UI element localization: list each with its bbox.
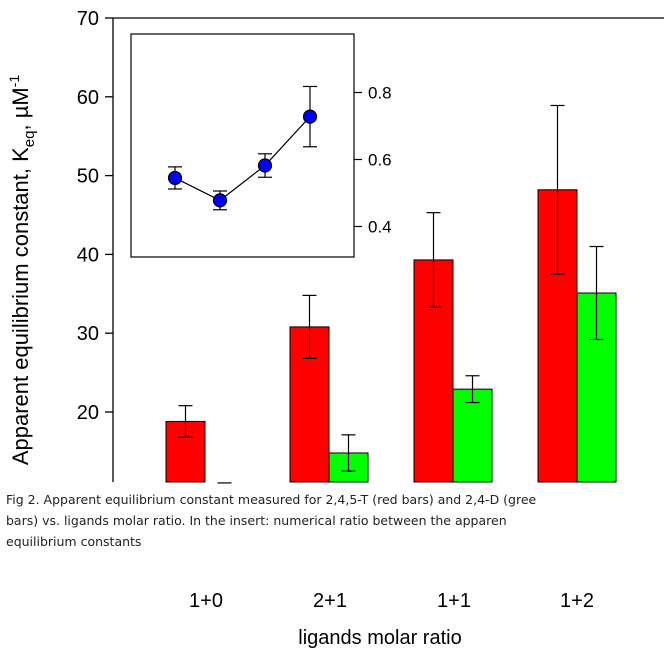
caption-line-1: Fig 2. Apparent equilibrium constant mea…: [6, 492, 537, 507]
x-axis-label: ligands molar ratio: [298, 627, 462, 649]
y-tick-label: 60: [77, 87, 99, 109]
bar: [452, 388, 493, 483]
x-tick-label: 1+1: [437, 590, 471, 612]
inset-point: [212, 193, 228, 208]
inset-y-tick-label: 0.4: [368, 218, 392, 237]
bars: [165, 104, 617, 484]
x-tick-label: 2+1: [313, 590, 347, 612]
main-axes: 20 30 40 50 60 70: [77, 8, 664, 482]
chart: 20 30 40 50 60 70 0.4 0.6 0.8 Apparent equilibr…: [6, 8, 664, 484]
inset-point: [257, 158, 273, 173]
x-tick-label: 1+0: [189, 590, 223, 612]
inset-point: [302, 109, 318, 124]
inset-chart: 0.4 0.6 0.8: [130, 33, 392, 258]
inset-point: [167, 170, 183, 186]
inset-y-tick-label: 0.6: [368, 151, 392, 170]
y-tick-label: 50: [77, 166, 99, 188]
y-axis-label: Apparent equilibrium constant, Keq, µM-1: [6, 75, 38, 466]
inset-line: [174, 116, 311, 202]
caption-line-2: bars) vs. ligands molar ratio. In the in…: [6, 513, 507, 528]
y-tick-label: 30: [77, 323, 99, 345]
figure-caption: Fig 2. Apparent equilibrium constant mea…: [6, 489, 658, 552]
caption-line-3: equilibrium constants: [6, 534, 142, 549]
y-tick-label: 70: [77, 8, 99, 30]
x-tick-label: 1+2: [560, 590, 594, 612]
y-tick-label: 20: [77, 402, 99, 424]
inset-y-tick-label: 0.8: [368, 84, 392, 103]
y-tick-label: 40: [77, 244, 99, 266]
inset-frame: [130, 33, 355, 258]
